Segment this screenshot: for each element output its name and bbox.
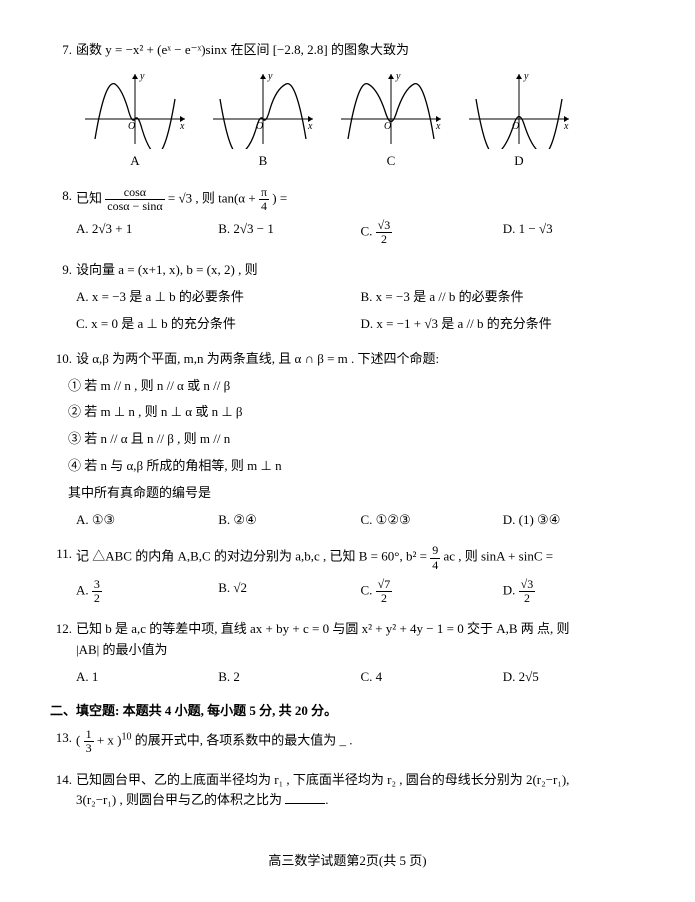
q11-body: 记 △ABC 的内角 A,B,C 的对边分别为 a,b,c , 已知 B = 6… xyxy=(76,544,645,571)
q10-optA: A. ①③ xyxy=(76,510,218,531)
question-13: 13. ( 13 + x )10 的展开式中, 各项系数中的最大值为 _ . xyxy=(50,728,645,755)
q14-line2: 3(r₂−r₁) , 则圆台甲与乙的体积之比为 . xyxy=(76,790,645,811)
q11-optD: D. √32 xyxy=(503,578,645,605)
q11-optB: B. √2 xyxy=(218,578,360,605)
q12-optD: D. 2√5 xyxy=(503,667,645,688)
question-8: 8. 已知 cosαcosα − sinα = √3 , 则 tan(α + π… xyxy=(50,186,645,247)
q9-optA: A. x = −3 是 a ⊥ b 的必要条件 xyxy=(76,287,361,308)
q8-tc: ) = xyxy=(272,190,287,205)
q10-optC: C. ①②③ xyxy=(361,510,503,531)
graph-D: O x y D xyxy=(464,69,574,172)
q8-optB: B. 2√3 − 1 xyxy=(218,219,360,246)
q8-tb: = √3 , 则 tan(α + xyxy=(168,190,259,205)
question-12: 12. 已知 b 是 a,c 的等差中项, 直线 ax + by + c = 0… xyxy=(50,619,645,687)
q10-optB: B. ②④ xyxy=(218,510,360,531)
label-D: D xyxy=(464,151,574,172)
graph-C: O x y C xyxy=(336,69,446,172)
page-footer: 高三数学试题第2页(共 5 页) xyxy=(50,851,645,872)
q13-body: ( 13 + x )10 的展开式中, 各项系数中的最大值为 _ . xyxy=(76,728,645,755)
q11-optC: C. √72 xyxy=(361,578,503,605)
q9-num: 9. xyxy=(50,260,76,281)
graph-A-svg: O x y xyxy=(80,69,190,149)
q9-optC: C. x = 0 是 a ⊥ b 的充分条件 xyxy=(76,314,361,335)
q11-optA: A. 32 xyxy=(76,578,218,605)
q8-optD: D. 1 − √3 xyxy=(503,219,645,246)
q8-ta: 已知 xyxy=(76,190,105,205)
svg-text:O: O xyxy=(128,121,135,132)
q14-text2: 3(r₂−r₁) , 则圆台甲与乙的体积之比为 xyxy=(76,792,285,807)
q11-f1: 94 xyxy=(430,544,440,571)
q12-optB: B. 2 xyxy=(218,667,360,688)
q10-text: 设 α,β 为两个平面, m,n 为两条直线, 且 α ∩ β = m . 下述… xyxy=(76,349,645,370)
q11-num: 11. xyxy=(50,544,76,565)
graph-B-svg: O x y xyxy=(208,69,318,149)
q8-pi4: π4 xyxy=(259,186,269,213)
q12-text: 已知 b 是 a,c 的等差中项, 直线 ax + by + c = 0 与圆 … xyxy=(76,619,645,640)
q11-tb: ac , 则 sinA + sinC = xyxy=(443,549,553,564)
q10-s5: 其中所有真命题的编号是 xyxy=(68,483,645,504)
question-11: 11. 记 △ABC 的内角 A,B,C 的对边分别为 a,b,c , 已知 B… xyxy=(50,544,645,605)
svg-text:y: y xyxy=(395,71,401,82)
graph-D-svg: O x y xyxy=(464,69,574,149)
q12-optC: C. 4 xyxy=(361,667,503,688)
svg-text:x: x xyxy=(179,121,185,132)
svg-text:x: x xyxy=(307,121,313,132)
q8-body: 已知 cosαcosα − sinα = √3 , 则 tan(α + π4 )… xyxy=(76,186,645,213)
graph-B: O x y B xyxy=(208,69,318,172)
q13-exp: 10 xyxy=(122,732,132,743)
graph-A: O x y A xyxy=(80,69,190,172)
q11-ta: 记 △ABC 的内角 A,B,C 的对边分别为 a,b,c , 已知 B = 6… xyxy=(76,549,430,564)
svg-text:x: x xyxy=(435,121,441,132)
q8-optC: C. √32 xyxy=(361,219,503,246)
q10-optD: D. (1) ③④ xyxy=(503,510,645,531)
q9-text: 设向量 a = (x+1, x), b = (x, 2) , 则 xyxy=(76,260,645,281)
q9-optD: D. x = −1 + √3 是 a // b 的充分条件 xyxy=(361,314,646,335)
q10-num: 10. xyxy=(50,349,76,370)
label-A: A xyxy=(80,151,190,172)
svg-text:x: x xyxy=(563,121,569,132)
q10-s3: ③ 若 n // α 且 n // β , 则 m // n xyxy=(68,429,645,450)
q7-num: 7. xyxy=(50,40,76,61)
q14-text3: . xyxy=(325,792,328,807)
question-7: 7. 函数 y = −x² + (eˣ − e⁻ˣ)sinx 在区间 [−2.8… xyxy=(50,40,645,172)
graph-C-svg: O x y xyxy=(336,69,446,149)
q8-frac: cosαcosα − sinα xyxy=(105,186,164,213)
question-10: 10. 设 α,β 为两个平面, m,n 为两条直线, 且 α ∩ β = m … xyxy=(50,349,645,531)
svg-text:y: y xyxy=(523,71,529,82)
q13-num: 13. xyxy=(50,728,76,749)
q10-s4: ④ 若 n 与 α,β 所成的角相等, 则 m ⊥ n xyxy=(68,456,645,477)
question-9: 9. 设向量 a = (x+1, x), b = (x, 2) , 则 A. x… xyxy=(50,260,645,334)
svg-text:O: O xyxy=(384,121,391,132)
q14-blank xyxy=(285,791,325,804)
q12-num: 12. xyxy=(50,619,76,640)
question-14: 14. 已知圆台甲、乙的上底面半径均为 r₁ , 下底面半径均为 r₂ , 圆台… xyxy=(50,770,645,812)
q8-optA: A. 2√3 + 1 xyxy=(76,219,218,246)
section2-title: 二、填空题: 本题共 4 小题, 每小题 5 分, 共 20 分。 xyxy=(50,701,645,722)
q7-graphs: O x y A O x y B O x y xyxy=(80,69,645,172)
q13-ta: ( xyxy=(76,733,84,748)
q7-text: 函数 y = −x² + (eˣ − e⁻ˣ)sinx 在区间 [−2.8, 2… xyxy=(76,40,645,61)
q13-tb: + x ) xyxy=(94,733,122,748)
q12-text2: |AB| 的最小值为 xyxy=(76,640,645,661)
label-C: C xyxy=(336,151,446,172)
q9-optB: B. x = −3 是 a // b 的必要条件 xyxy=(361,287,646,308)
q10-s2: ② 若 m ⊥ n , 则 n ⊥ α 或 n ⊥ β xyxy=(68,402,645,423)
q8-num: 8. xyxy=(50,186,76,207)
q13-tc: 的展开式中, 各项系数中的最大值为 _ . xyxy=(132,733,353,748)
q10-s1: ① 若 m // n , 则 n // α 或 n // β xyxy=(68,376,645,397)
label-B: B xyxy=(208,151,318,172)
svg-text:y: y xyxy=(267,71,273,82)
q12-optA: A. 1 xyxy=(76,667,218,688)
svg-text:y: y xyxy=(139,71,145,82)
